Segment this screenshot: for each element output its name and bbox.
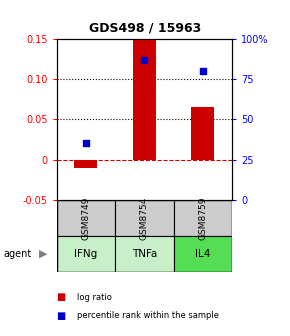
Point: [142, 57, 146, 62]
Bar: [74, 160, 97, 168]
Text: ■: ■: [57, 292, 66, 302]
Bar: [57, 236, 115, 272]
Bar: [173, 236, 232, 272]
Point: [200, 68, 205, 74]
Text: GSM8759: GSM8759: [198, 196, 207, 240]
Text: percentile rank within the sample: percentile rank within the sample: [77, 311, 219, 320]
Text: GSM8754: GSM8754: [140, 196, 149, 240]
Text: ■: ■: [57, 311, 66, 321]
Bar: [115, 200, 173, 236]
Text: IL4: IL4: [195, 249, 211, 259]
Text: TNFa: TNFa: [132, 249, 157, 259]
Bar: [173, 200, 232, 236]
Text: agent: agent: [3, 249, 31, 259]
Point: [84, 141, 88, 146]
Text: GDS498 / 15963: GDS498 / 15963: [89, 22, 201, 35]
Bar: [115, 236, 173, 272]
Bar: [191, 107, 215, 160]
Text: GSM8749: GSM8749: [81, 196, 90, 240]
Text: ▶: ▶: [39, 249, 48, 259]
Text: IFNg: IFNg: [74, 249, 97, 259]
Bar: [57, 200, 115, 236]
Text: log ratio: log ratio: [77, 293, 112, 302]
Bar: [133, 40, 156, 160]
